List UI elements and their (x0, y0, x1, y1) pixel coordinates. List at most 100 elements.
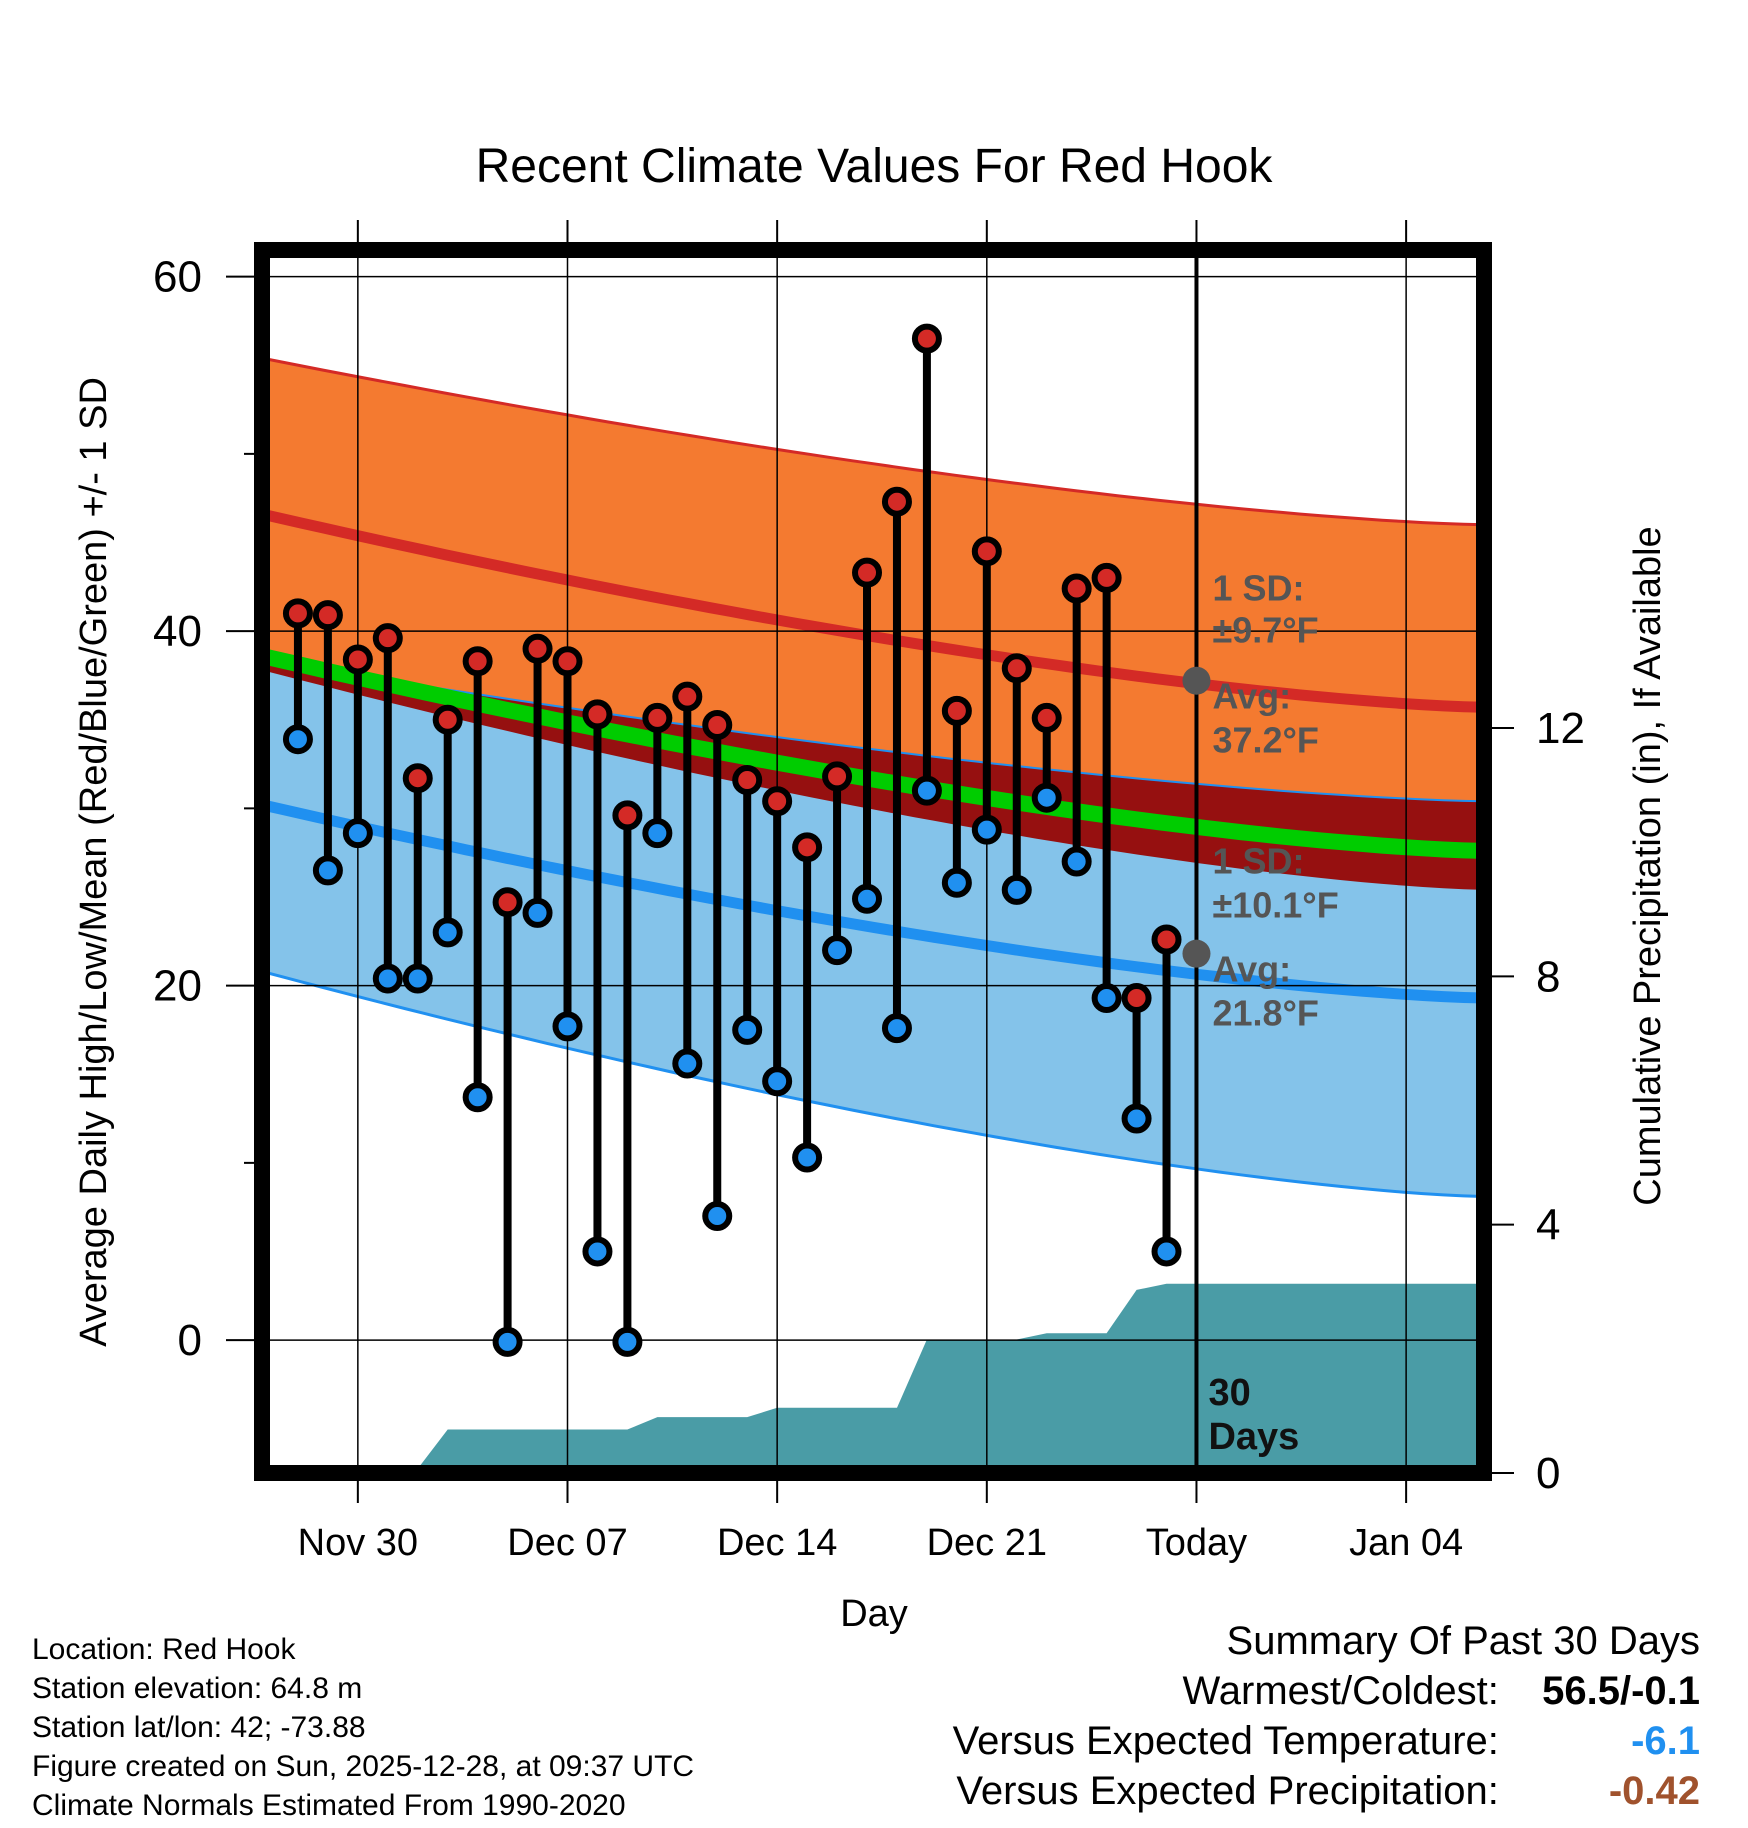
x-tick-label-dec-14: Dec 14 (717, 1522, 837, 1564)
daily-high-point (852, 557, 883, 588)
high-avg-label: Avg: (1212, 676, 1291, 717)
daily-low-point (852, 883, 883, 914)
latlon-text: Station lat/lon: 42; -73.88 (32, 1711, 366, 1744)
daily-low-point (762, 1066, 793, 1097)
x-tick-label-today: Today (1146, 1522, 1247, 1564)
daily-low-point (822, 935, 853, 966)
y2-tick-label-8: 8 (1536, 952, 1560, 1001)
daily-high-point (1031, 702, 1062, 733)
y2-tick-label-0: 0 (1536, 1449, 1560, 1498)
high-upper-line (262, 356, 1484, 527)
high-sd-label: 1 SD: (1212, 568, 1304, 609)
daily-low-point (971, 814, 1002, 845)
daily-low-point (432, 917, 463, 948)
warmest-label: Warmest/Coldest: (1182, 1669, 1499, 1713)
daily-high-point (342, 644, 373, 675)
low-mean-line (262, 799, 1484, 1004)
low-avg-label: Avg: (1212, 949, 1291, 990)
daily-high-point (552, 646, 583, 677)
y-tick-label-60: 60 (153, 253, 202, 302)
y2-tick-label-4: 4 (1536, 1201, 1560, 1250)
summary-precip-row: Versus Expected Precipitation: -0.42 (953, 1766, 1700, 1816)
high-mean-line (262, 508, 1484, 713)
location-text: Location: Red Hook (32, 1633, 296, 1666)
x-tick-label-jan-04: Jan 04 (1349, 1522, 1463, 1564)
daily-high-point (1121, 982, 1152, 1013)
low-upper-line (262, 658, 1484, 803)
daily-high-point (612, 800, 643, 831)
daily-high-point (492, 887, 523, 918)
temp-value: -6.1 (1631, 1719, 1700, 1763)
daily-high-point (1151, 924, 1182, 955)
temp-label: Versus Expected Temperature: (952, 1719, 1499, 1763)
daily-low-point (911, 775, 942, 806)
daily-low-point (702, 1200, 733, 1231)
daily-high-point (522, 633, 553, 664)
daily-high-point (762, 786, 793, 817)
daily-high-point (1001, 653, 1032, 684)
daily-low-point (881, 1013, 912, 1044)
created-text: Figure created on Sun, 2025-12-28, at 09… (32, 1750, 695, 1783)
daily-low-point (462, 1082, 493, 1113)
summary-panel: Summary Of Past 30 Days Warmest/Coldest:… (953, 1616, 1700, 1816)
daily-low-point (492, 1326, 523, 1357)
y2-tick-label-12: 12 (1536, 704, 1585, 753)
daily-high-point (1061, 573, 1092, 604)
daily-low-point (1121, 1103, 1152, 1134)
summary-temp-row: Versus Expected Temperature: -6.1 (953, 1716, 1700, 1766)
precip-value: -0.42 (1608, 1769, 1700, 1813)
daily-high-point (672, 681, 703, 712)
daily-low-point (672, 1048, 703, 1079)
daily-high-point (642, 702, 673, 733)
daily-low-point (582, 1236, 613, 1267)
normals-text: Climate Normals Estimated From 1990-2020 (32, 1789, 626, 1822)
daily-high-point (372, 623, 403, 654)
daily-high-point (971, 536, 1002, 567)
daily-low-point (941, 867, 972, 898)
x-tick-label-dec-21: Dec 21 (927, 1522, 1047, 1564)
daily-low-point (342, 818, 373, 849)
daily-low-point (1091, 982, 1122, 1013)
precip-area (297, 1283, 1484, 1473)
mean-normal-line (262, 648, 1484, 859)
days-word-label: Days (1208, 1416, 1299, 1458)
precip-label: Versus Expected Precipitation: (956, 1769, 1499, 1813)
daily-high-point (462, 646, 493, 677)
chart-title: Recent Climate Values For Red Hook (476, 140, 1274, 193)
daily-high-point (941, 695, 972, 726)
daily-low-point (612, 1326, 643, 1357)
y-tick-label-20: 20 (153, 962, 202, 1011)
y-axis-label: Average Daily High/Low/Mean (Red/Blue/Gr… (73, 377, 115, 1347)
low-lower-line (262, 969, 1484, 1198)
daily-high-point (312, 600, 343, 631)
daily-low-point (642, 818, 673, 849)
daily-high-point (282, 598, 313, 629)
low-avg-marker (1182, 939, 1211, 968)
daily-low-point (522, 897, 553, 928)
summary-title: Summary Of Past 30 Days (1226, 1619, 1700, 1663)
daily-high-point (822, 761, 853, 792)
daily-high-point (792, 832, 823, 863)
daily-high-point (911, 323, 942, 354)
daily-high-point (582, 699, 613, 730)
daily-high-point (1091, 562, 1122, 593)
daily-low-point (1151, 1236, 1182, 1267)
daily-low-point (372, 963, 403, 994)
y2-axis-label: Cumulative Precipitation (in), If Availa… (1627, 526, 1669, 1205)
low-avg-value: 21.8°F (1212, 993, 1318, 1034)
daily-low-point (732, 1014, 763, 1045)
summary-warmest-row: Warmest/Coldest: 56.5/-0.1 (953, 1666, 1701, 1716)
x-tick-label-dec-07: Dec 07 (507, 1522, 627, 1564)
daily-low-point (1031, 782, 1062, 813)
days-count-label: 30 (1208, 1372, 1250, 1414)
low-sd-label: 1 SD: (1212, 841, 1304, 882)
daily-low-point (1001, 874, 1032, 905)
daily-high-point (702, 710, 733, 741)
high-avg-value: 37.2°F (1212, 720, 1318, 761)
low-sd-value: ±10.1°F (1212, 885, 1338, 926)
warmest-value: 56.5/-0.1 (1542, 1669, 1700, 1713)
daily-high-point (402, 763, 433, 794)
daily-high-point (432, 704, 463, 735)
daily-high-point (732, 764, 763, 795)
